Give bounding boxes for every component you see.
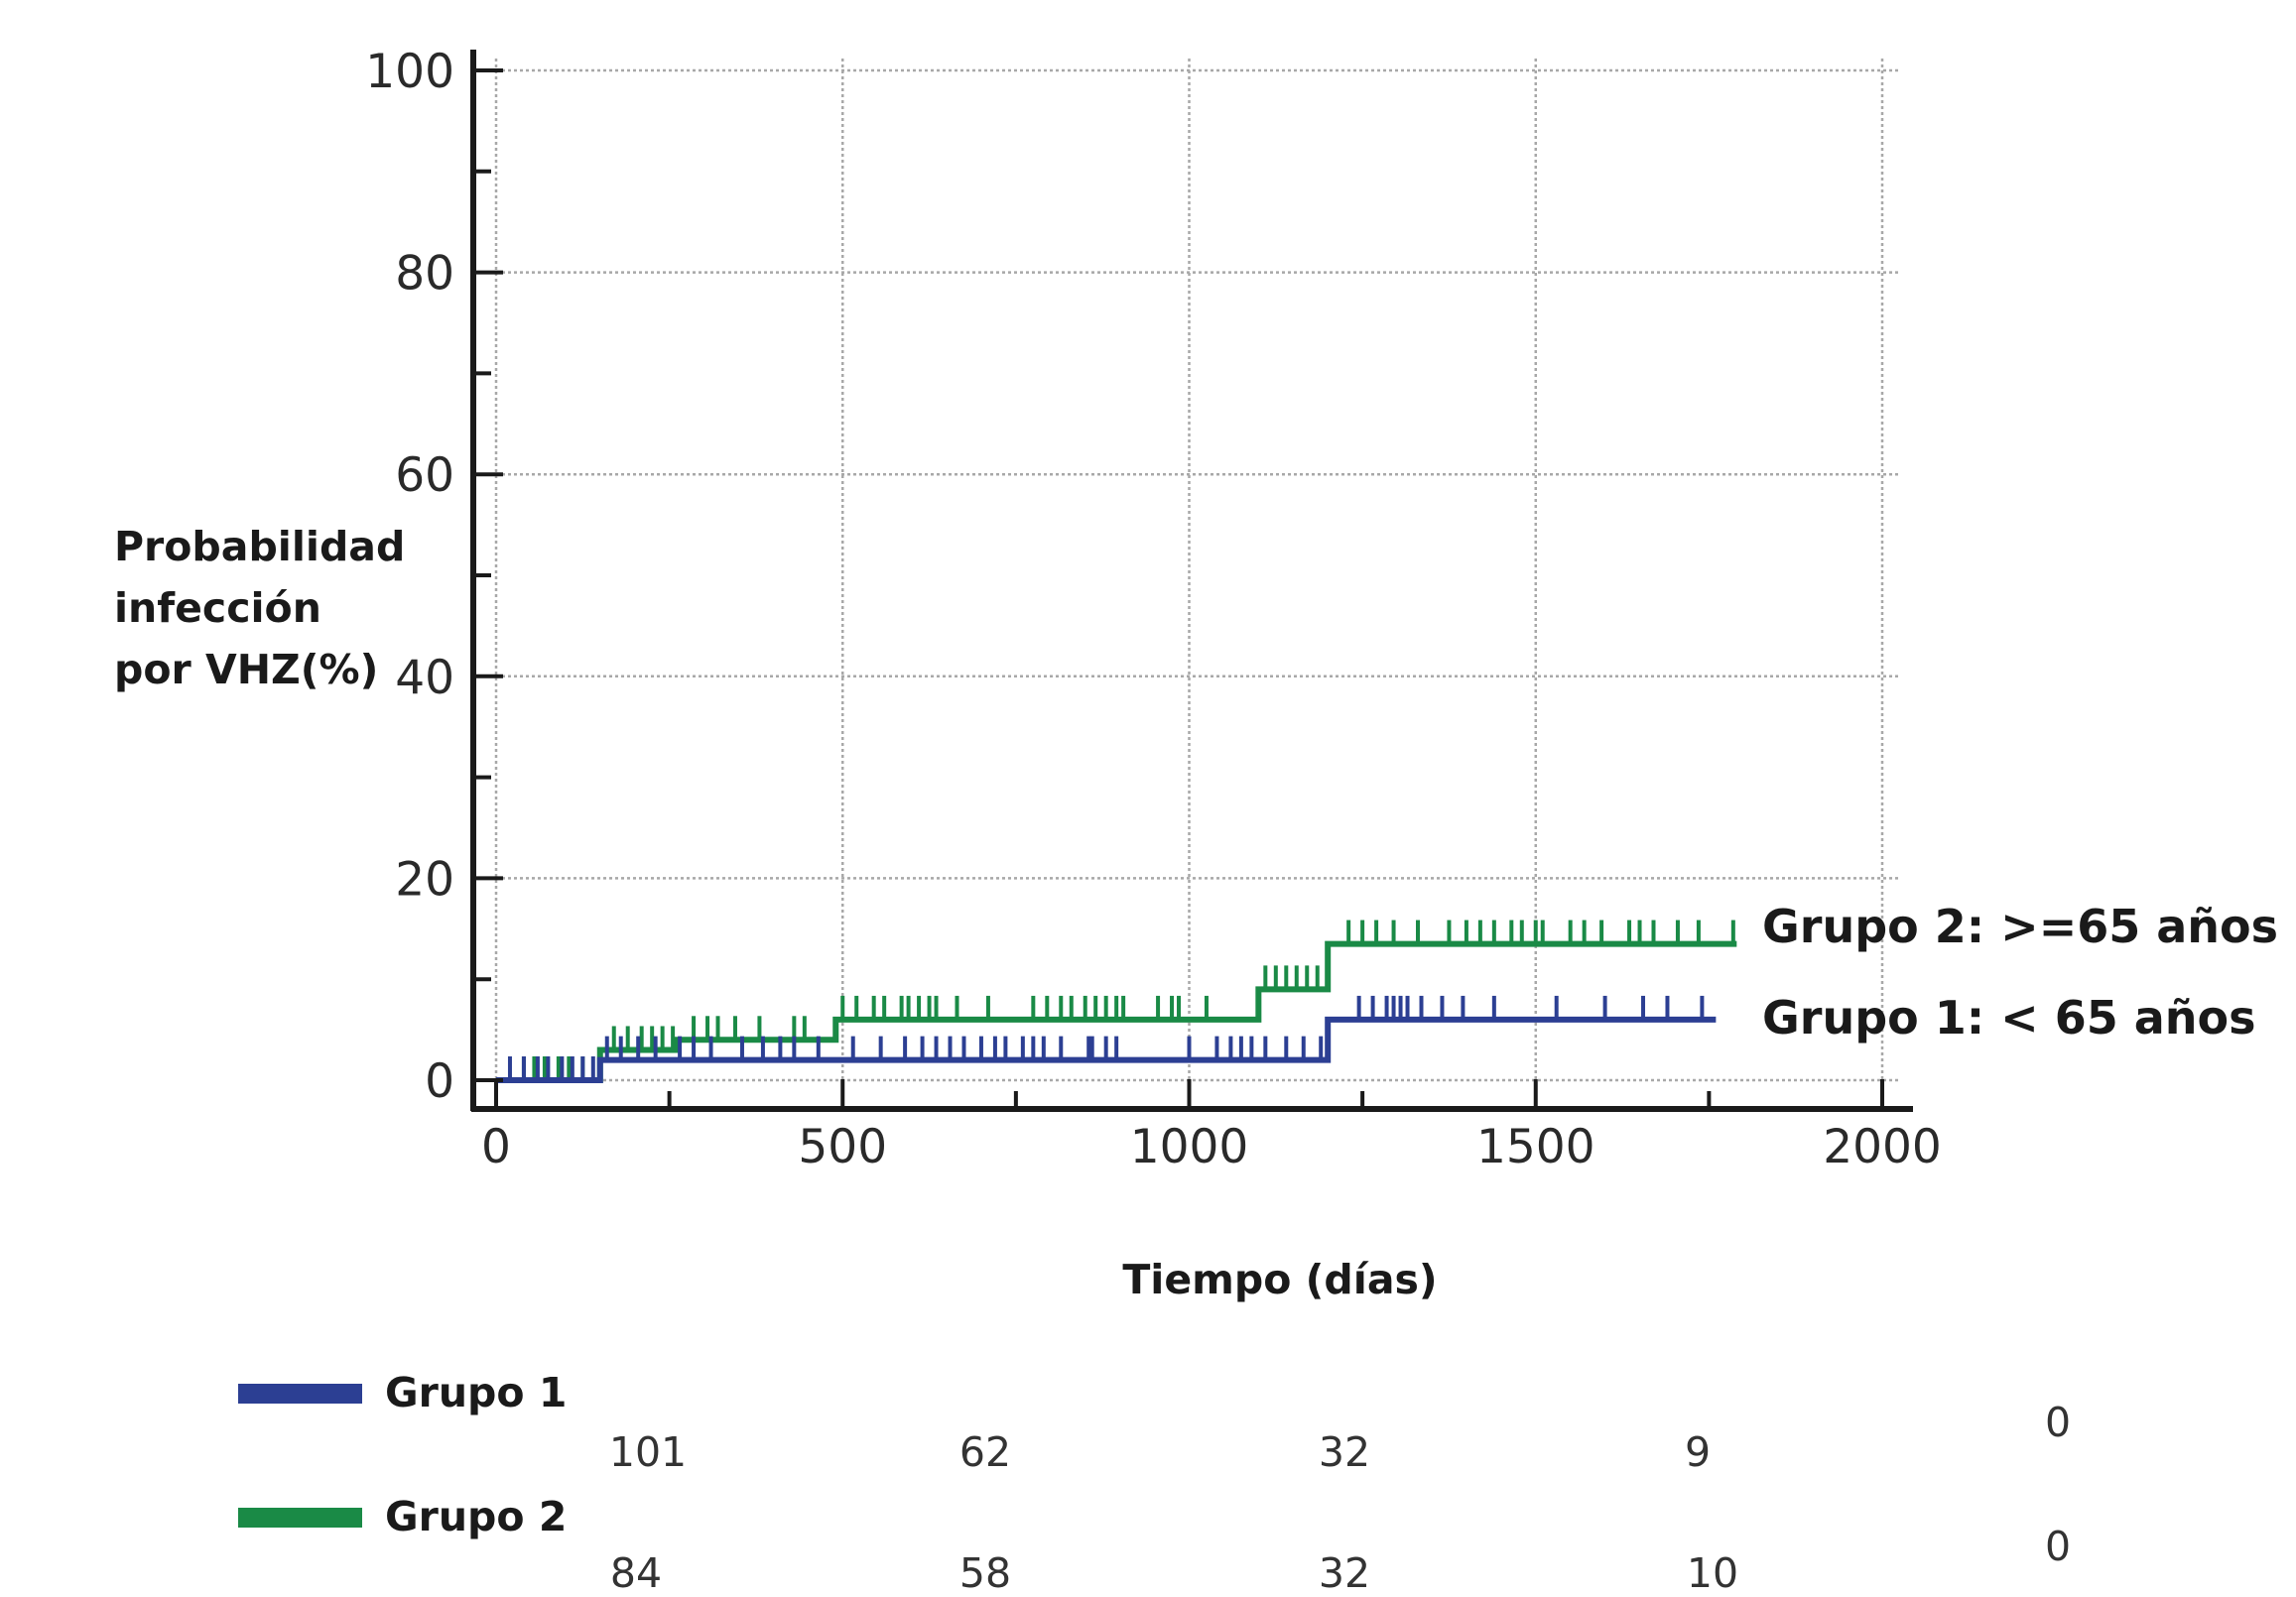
risk-value: 0 — [2044, 1523, 2072, 1570]
series-grupo-2 — [496, 920, 1737, 1083]
legend-swatch-grupo-1 — [238, 1384, 362, 1404]
x-tick-label: 0 — [481, 1120, 511, 1174]
x-tick-label: 2000 — [1823, 1120, 1942, 1174]
annotation-grupo-1: Grupo 1: < 65 años — [1762, 991, 2256, 1044]
risk-value: 62 — [958, 1428, 1012, 1476]
y-tick-label: 0 — [425, 1054, 454, 1109]
annotation-grupo-2: Grupo 2: >=65 años — [1762, 900, 2279, 953]
y-tick-label: 100 — [365, 45, 454, 99]
risk-value: 101 — [608, 1428, 688, 1476]
y-tick-label: 40 — [395, 651, 454, 705]
legend-label-grupo-2: Grupo 2 — [385, 1493, 568, 1540]
risk-value: 9 — [1684, 1428, 1712, 1476]
y-tick-label: 80 — [395, 247, 454, 302]
step-line-grupo-2 — [496, 940, 1737, 1083]
risk-value: 32 — [1318, 1549, 1371, 1597]
y-axis-label: Probabilidad infección por VHZ(%) — [114, 523, 406, 693]
legend-label-grupo-1: Grupo 1 — [385, 1369, 568, 1416]
risk-value: 58 — [958, 1549, 1012, 1597]
grid-lines — [494, 59, 1900, 1082]
axes — [470, 50, 1913, 1112]
y-tick-label: 20 — [395, 852, 454, 907]
series-grupo-1 — [496, 995, 1717, 1083]
x-axis-label: Tiempo (días) — [1122, 1256, 1438, 1303]
risk-value: 84 — [609, 1549, 663, 1597]
risk-value: 0 — [2044, 1399, 2072, 1446]
x-tick-label: 500 — [798, 1120, 887, 1174]
risk-value: 32 — [1318, 1428, 1371, 1476]
risk-value: 10 — [1686, 1549, 1739, 1597]
y-tick-label: 60 — [395, 448, 454, 503]
x-tick-label: 1000 — [1130, 1120, 1249, 1174]
legend-swatch-grupo-2 — [238, 1508, 362, 1528]
x-tick-label: 1500 — [1476, 1120, 1595, 1174]
